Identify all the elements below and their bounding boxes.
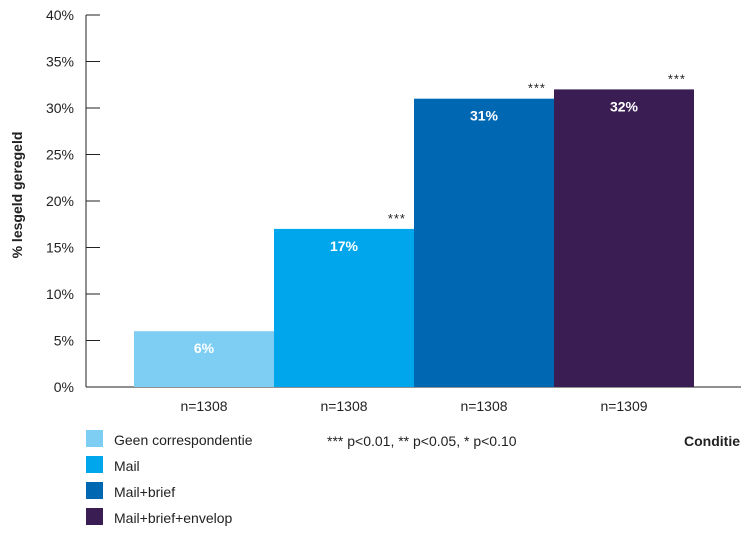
legend-label: Mail+brief+envelop — [114, 510, 233, 526]
legend-label: Mail+brief — [114, 484, 175, 500]
significance-note: *** p<0.01, ** p<0.05, * p<0.10 — [327, 433, 517, 449]
bar-value-label: 6% — [194, 340, 215, 356]
bars — [134, 89, 694, 388]
significance-marker: *** — [668, 71, 686, 86]
y-tick-label: 35% — [46, 54, 74, 70]
x-axis-title: Conditie — [684, 433, 740, 449]
legend-swatch — [86, 430, 103, 447]
x-tick-label: n=1308 — [180, 398, 227, 414]
legend-swatch — [86, 482, 103, 499]
y-tick-label: 25% — [46, 147, 74, 163]
y-tick-label: 10% — [46, 286, 74, 302]
legend-label: Mail — [114, 458, 140, 474]
bar-value-label: 17% — [330, 238, 359, 254]
bar — [414, 98, 554, 387]
bar-value-label: 31% — [470, 108, 499, 124]
y-tick-label: 40% — [46, 7, 74, 23]
y-tick-label: 15% — [46, 240, 74, 256]
legend: Geen correspondentie Mail Mail+brief Mail+b… — [86, 430, 253, 526]
y-axis-label: % lesgeld geregeld — [9, 132, 25, 259]
y-tick-label: 30% — [46, 100, 74, 116]
significance-marker: *** — [388, 211, 406, 226]
x-tick-label: n=1308 — [460, 398, 507, 414]
y-ticks: 0% 5% 10% 15% 20% 25% 30% 35% 40% — [46, 7, 100, 395]
bar — [554, 89, 694, 388]
bar — [274, 228, 414, 387]
y-tick-label: 5% — [54, 333, 74, 349]
bar — [134, 331, 274, 387]
significance-marker: *** — [528, 81, 546, 96]
x-tick-label: n=1308 — [320, 398, 367, 414]
y-tick-label: 20% — [46, 193, 74, 209]
legend-label: Geen correspondentie — [114, 432, 253, 448]
y-tick-label: 0% — [54, 379, 74, 395]
data-labels: 6% n=1308 17% *** n=1308 31% *** n=1308 32% *** n=… — [180, 71, 686, 414]
legend-swatch — [86, 508, 103, 525]
x-tick-label: n=1309 — [600, 398, 647, 414]
legend-swatch — [86, 456, 103, 473]
bar-value-label: 32% — [610, 98, 639, 114]
